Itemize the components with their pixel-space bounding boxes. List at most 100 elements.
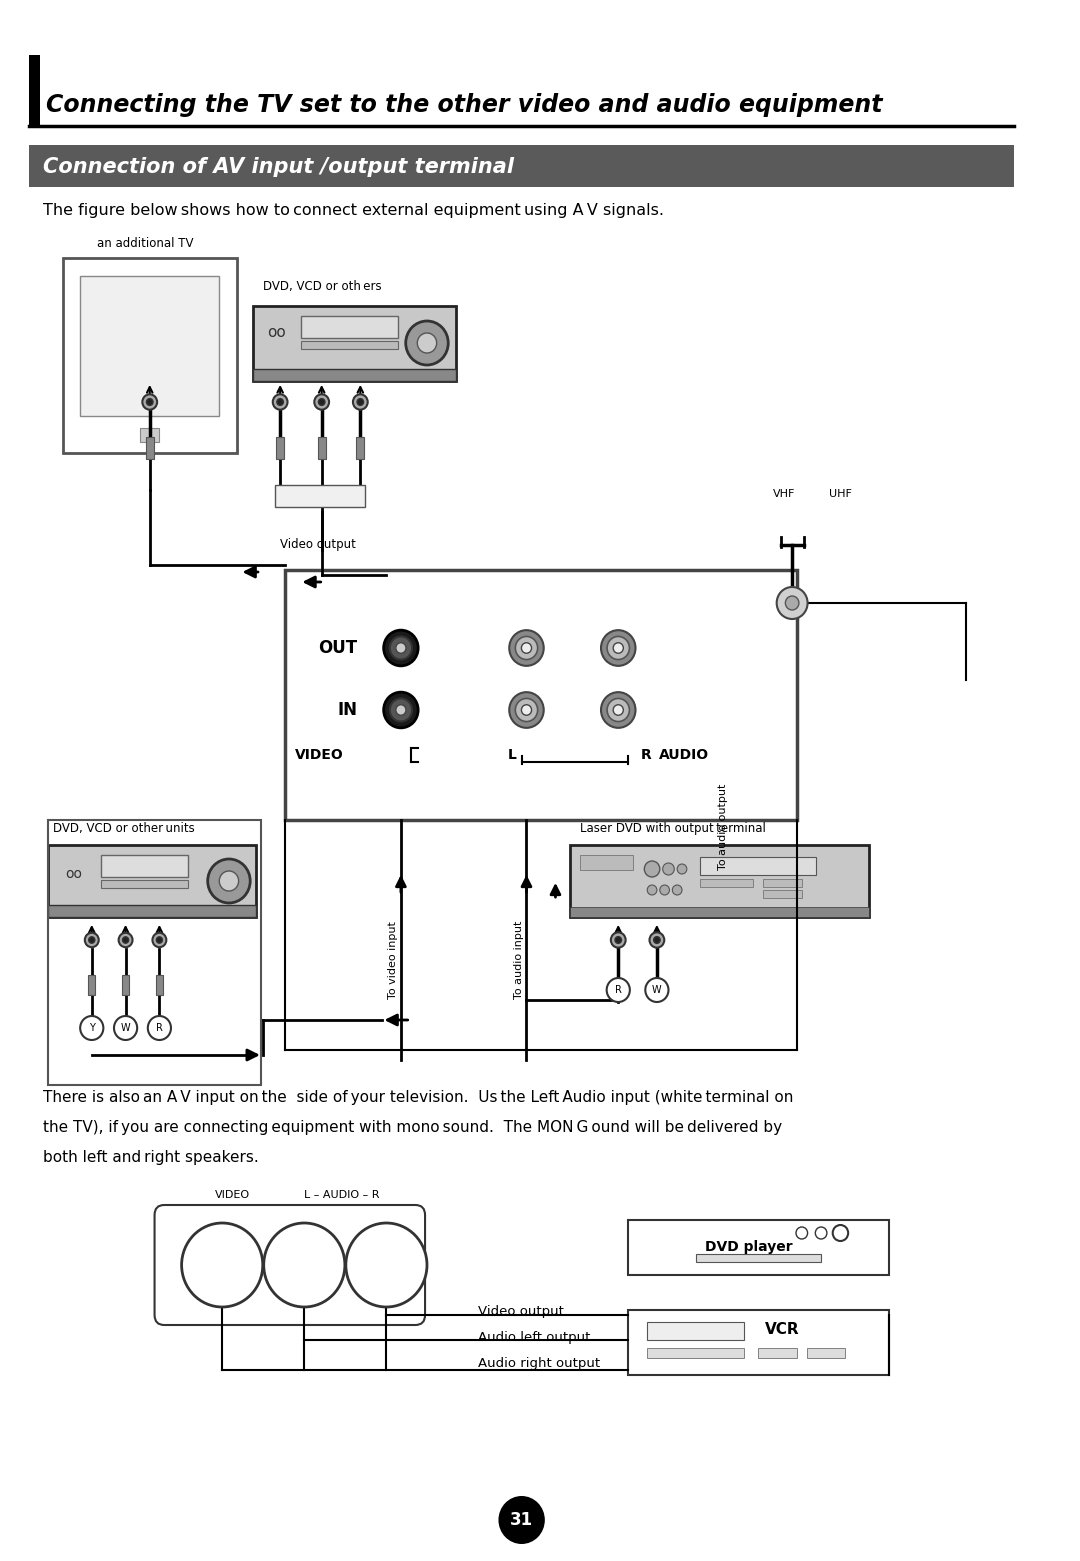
Text: Video output: Video output bbox=[280, 539, 356, 551]
Text: Connecting the TV set to the other video and audio equipment: Connecting the TV set to the other video… bbox=[46, 94, 882, 117]
Circle shape bbox=[119, 933, 133, 948]
Circle shape bbox=[677, 863, 687, 874]
Text: Audio right output: Audio right output bbox=[478, 1358, 600, 1371]
Circle shape bbox=[390, 698, 413, 721]
Bar bbox=[80, 276, 219, 415]
Text: VIDEO: VIDEO bbox=[215, 1189, 249, 1200]
Text: R: R bbox=[640, 748, 651, 762]
Bar bbox=[253, 368, 456, 381]
Circle shape bbox=[396, 643, 406, 652]
Circle shape bbox=[613, 704, 623, 715]
Bar bbox=[285, 570, 797, 820]
Text: DVD player: DVD player bbox=[705, 1239, 793, 1253]
Bar bbox=[89, 976, 95, 994]
Circle shape bbox=[273, 395, 287, 409]
Bar bbox=[122, 976, 129, 994]
Circle shape bbox=[515, 637, 538, 660]
Circle shape bbox=[663, 863, 674, 876]
Bar bbox=[580, 855, 633, 869]
Circle shape bbox=[157, 937, 162, 943]
Circle shape bbox=[607, 698, 630, 721]
Text: To audio input: To audio input bbox=[514, 921, 524, 999]
Circle shape bbox=[673, 885, 681, 894]
Text: UHF: UHF bbox=[828, 489, 852, 500]
Circle shape bbox=[815, 1227, 827, 1239]
Bar bbox=[696, 1253, 821, 1261]
Circle shape bbox=[89, 937, 95, 943]
Circle shape bbox=[181, 1222, 262, 1307]
Circle shape bbox=[147, 398, 153, 406]
Circle shape bbox=[515, 698, 538, 721]
Circle shape bbox=[522, 704, 531, 715]
Text: oo: oo bbox=[268, 325, 286, 340]
Text: VCR: VCR bbox=[765, 1322, 800, 1338]
Circle shape bbox=[785, 596, 799, 610]
Circle shape bbox=[646, 979, 669, 1002]
Text: The figure below shows how to connect external equipment using A V signals.: The figure below shows how to connect ex… bbox=[42, 203, 663, 217]
Bar bbox=[301, 315, 399, 339]
Text: R: R bbox=[615, 985, 622, 994]
Bar bbox=[102, 855, 188, 877]
Circle shape bbox=[645, 862, 660, 877]
Bar bbox=[140, 428, 160, 442]
Text: L: L bbox=[508, 748, 516, 762]
Text: W: W bbox=[652, 985, 662, 994]
Circle shape bbox=[390, 637, 413, 660]
Circle shape bbox=[777, 587, 808, 620]
Text: VIDEO: VIDEO bbox=[295, 748, 343, 762]
Circle shape bbox=[510, 692, 543, 727]
Circle shape bbox=[319, 398, 325, 406]
Circle shape bbox=[396, 704, 406, 715]
Circle shape bbox=[613, 643, 623, 652]
Bar bbox=[29, 55, 40, 125]
Bar bbox=[647, 1349, 744, 1358]
Circle shape bbox=[660, 885, 670, 894]
Circle shape bbox=[383, 692, 418, 727]
Circle shape bbox=[649, 932, 664, 948]
Bar bbox=[253, 306, 456, 381]
Circle shape bbox=[653, 937, 660, 943]
Circle shape bbox=[346, 1222, 427, 1307]
Text: L – AUDIO – R: L – AUDIO – R bbox=[305, 1189, 380, 1200]
Text: Connection of AV input /output terminal: Connection of AV input /output terminal bbox=[42, 158, 513, 176]
Bar bbox=[146, 437, 153, 459]
Bar bbox=[29, 145, 1014, 187]
Bar bbox=[49, 845, 256, 916]
Bar bbox=[276, 437, 284, 459]
Bar bbox=[807, 1349, 846, 1358]
Bar bbox=[700, 857, 816, 876]
Bar bbox=[627, 1310, 889, 1375]
Text: oo: oo bbox=[66, 866, 83, 880]
Circle shape bbox=[499, 1495, 544, 1544]
Text: VHF: VHF bbox=[773, 489, 795, 500]
Text: IN: IN bbox=[337, 701, 357, 720]
Bar bbox=[647, 1322, 744, 1339]
Circle shape bbox=[417, 332, 436, 353]
Circle shape bbox=[522, 643, 531, 652]
Circle shape bbox=[833, 1225, 848, 1241]
Bar bbox=[275, 485, 365, 507]
Circle shape bbox=[406, 322, 448, 365]
Bar bbox=[49, 905, 256, 916]
Circle shape bbox=[357, 398, 364, 406]
Text: R: R bbox=[156, 1022, 163, 1033]
Bar bbox=[627, 1221, 889, 1275]
Bar bbox=[318, 437, 325, 459]
Circle shape bbox=[510, 631, 543, 667]
Text: W: W bbox=[121, 1022, 131, 1033]
Bar bbox=[764, 890, 801, 898]
Circle shape bbox=[607, 637, 630, 660]
Circle shape bbox=[353, 395, 367, 409]
Circle shape bbox=[114, 1016, 137, 1040]
Circle shape bbox=[207, 859, 251, 902]
Text: DVD, VCD or other units: DVD, VCD or other units bbox=[53, 823, 194, 835]
Text: Video output: Video output bbox=[478, 1305, 564, 1319]
Bar bbox=[156, 976, 163, 994]
Circle shape bbox=[600, 692, 635, 727]
Bar bbox=[63, 258, 237, 453]
Circle shape bbox=[148, 1016, 171, 1040]
Text: To audio output: To audio output bbox=[717, 784, 728, 869]
Circle shape bbox=[85, 933, 98, 948]
Text: AUDIO: AUDIO bbox=[659, 748, 708, 762]
Bar bbox=[102, 880, 188, 888]
